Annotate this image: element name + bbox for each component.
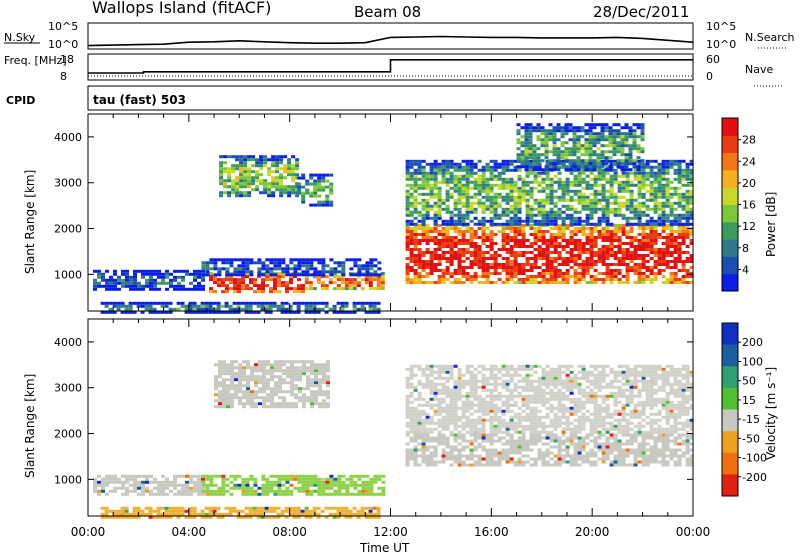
- colorbar-tick-label: 4: [742, 263, 749, 276]
- colorbar-segment: [722, 323, 738, 346]
- colorbar-segment: [722, 187, 738, 205]
- noise-left-label: N.Sky: [4, 31, 36, 44]
- colorbar-segment: [722, 256, 738, 275]
- colorbar-segment: [722, 474, 738, 497]
- y-tick-label: 3000: [54, 177, 82, 190]
- colorbar-segment: [722, 135, 738, 154]
- colorbar-segment: [722, 387, 738, 410]
- colorbar-tick-label: 28: [742, 134, 756, 147]
- y-tick-label: 2000: [54, 428, 82, 441]
- y-tick-label: 4000: [54, 131, 82, 144]
- colorbar-segment: [722, 152, 738, 171]
- frequency-panel: Freq. [MHz] 18 8 60 0 Nave: [4, 53, 782, 87]
- velocity-colorbar-label: Velocity [m s⁻¹]: [764, 367, 778, 460]
- colorbar-segment: [722, 344, 738, 367]
- colorbar-tick-label: -15: [742, 413, 760, 426]
- colorbar-tick-label: 200: [742, 336, 763, 349]
- colorbar-segment: [722, 169, 738, 188]
- y-tick-label: 2000: [54, 223, 82, 236]
- frequency-line: [88, 58, 693, 74]
- colorbar-tick-label: 16: [742, 199, 756, 212]
- colorbar-segment: [722, 366, 738, 389]
- freq-left-label: Freq. [MHz]: [4, 54, 67, 67]
- power-ylabel: Slant Range [km]: [23, 170, 37, 274]
- noise-left-tick-bottom: 10^0: [48, 38, 78, 51]
- cpid-panel: CPID tau (fast) 503: [6, 85, 694, 111]
- x-tick-label: 04:00: [172, 525, 207, 539]
- y-tick-label: 1000: [54, 473, 82, 486]
- colorbar-tick-label: 12: [742, 220, 756, 233]
- x-tick-label: 00:00: [676, 525, 711, 539]
- colorbar-segment: [722, 204, 738, 223]
- noise-right-tick-top: 10^5: [706, 20, 736, 33]
- freq-right-tick-bottom: 0: [706, 70, 713, 83]
- y-tick-label: 1000: [54, 268, 82, 281]
- colorbar-tick-label: 15: [742, 394, 756, 407]
- x-axis-label: Time UT: [359, 541, 410, 554]
- x-tick-label: 08:00: [272, 525, 307, 539]
- colorbar-segment: [722, 431, 738, 454]
- colorbar-tick-label: 100: [742, 355, 763, 368]
- x-tick-label: 20:00: [575, 525, 610, 539]
- cpid-label: CPID: [6, 94, 35, 107]
- freq-left-tick-top: 18: [60, 53, 74, 66]
- colorbar-segment: [722, 239, 738, 257]
- colorbar-tick-label: 50: [742, 375, 756, 388]
- x-tick-label: 00:00: [71, 525, 106, 539]
- y-tick-label: 4000: [54, 336, 82, 349]
- power-panel: 1000 2000 3000 4000 4 8 12 16 20 24 28: [54, 113, 756, 314]
- colorbar-segment: [722, 452, 738, 475]
- colorbar-segment: [722, 118, 738, 136]
- velocity-ylabel: Slant Range [km]: [23, 374, 37, 478]
- noise-line: [87, 35, 694, 47]
- colorbar-tick-label: 20: [742, 177, 756, 190]
- colorbar-tick-label: -100: [742, 452, 767, 465]
- velocity-panel: 1000 2000 3000 4000 200 100 50 15 -15 -50 -100 -200…: [54, 318, 767, 539]
- x-tick-label: 16:00: [474, 525, 509, 539]
- colorbar-tick-label: -200: [742, 471, 767, 484]
- colorbar-segment: [722, 221, 738, 240]
- freq-left-tick-bottom: 8: [60, 70, 67, 83]
- freq-right-label: Nave: [745, 63, 773, 76]
- noise-panel: N.Sky 10^5 10^0 10^5 10^0 N.Search: [4, 20, 795, 51]
- noise-right-tick-bottom: 10^0: [706, 38, 736, 51]
- noise-right-label: N.Search: [745, 31, 795, 44]
- station-title: Wallops Island (fitACF): [92, 0, 271, 17]
- colorbar-segment: [722, 273, 738, 292]
- colorbar-segment: [722, 409, 738, 432]
- x-tick-label: 12:00: [373, 525, 408, 539]
- cpid-value: tau (fast) 503: [93, 93, 186, 107]
- colorbar-tick-label: 8: [742, 242, 749, 255]
- colorbar-tick-label: -50: [742, 432, 760, 445]
- beam-title: Beam 08: [354, 3, 421, 21]
- date-title: 28/Dec/2011: [593, 3, 689, 21]
- y-tick-label: 3000: [54, 382, 82, 395]
- noise-left-tick-top: 10^5: [48, 20, 78, 33]
- colorbar-tick-label: 24: [742, 155, 756, 168]
- power-colorbar-label: Power [dB]: [764, 192, 778, 257]
- freq-right-tick-top: 60: [706, 53, 720, 66]
